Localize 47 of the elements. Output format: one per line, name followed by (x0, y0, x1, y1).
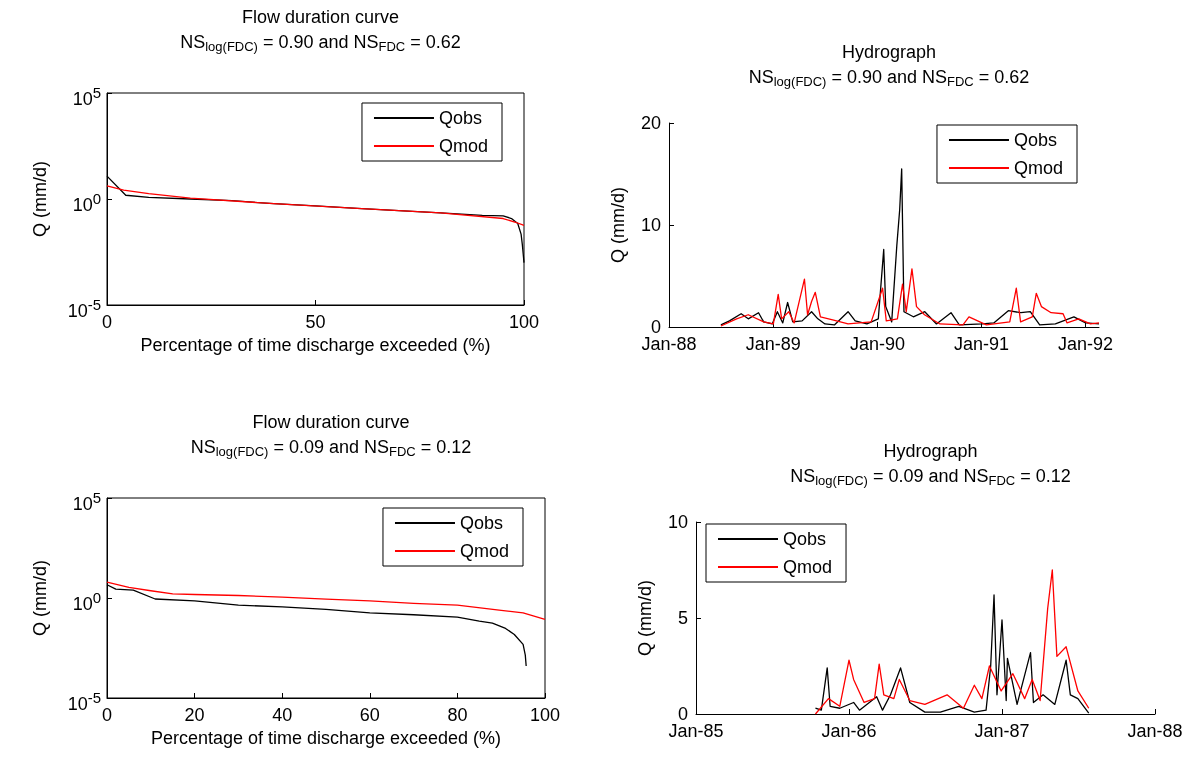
x-tick-label: Jan-89 (745, 334, 801, 354)
legend-label: Qobs (1013, 130, 1058, 150)
legend-label: Qmod (1013, 158, 1064, 178)
x-tick-label: Jan-85 (668, 721, 724, 741)
y-tick-label: 5 (677, 608, 688, 628)
x-tick-label: Jan-92 (1058, 334, 1114, 354)
y-tick-label: 10$^{-5}$ (66, 295, 101, 321)
y-tick-label: 20 (640, 113, 661, 133)
x-tick-label: Jan-91 (954, 334, 1010, 354)
legend-label: Qmod (459, 541, 510, 561)
x-tick-label: 50 (305, 312, 326, 332)
y-tick-label: 10$^{5}$ (71, 488, 101, 514)
legend-label: Qobs (783, 529, 827, 549)
chart-title: Flow duration curve (252, 412, 410, 432)
y-tick-label: 10$^{-5}$ (66, 688, 101, 714)
line-series (720, 268, 1100, 327)
y-axis-title: Q (mm/d) (30, 560, 50, 636)
x-tick-label: 100 (529, 705, 561, 725)
x-tick-label: 20 (184, 705, 205, 725)
chart-title: Hydrograph (883, 441, 978, 461)
x-tick-label: 40 (272, 705, 293, 725)
x-tick-label: Jan-88 (1127, 721, 1183, 741)
y-tick-label: 10$^{0}$ (72, 589, 101, 614)
y-axis-title: Q (mm/d) (635, 580, 655, 656)
y-axis-title: Q (mm/d) (608, 187, 628, 263)
y-tick-label: 10$^{5}$ (71, 83, 101, 109)
x-tick-label: 100 (508, 312, 540, 332)
legend-label: Qmod (783, 557, 833, 577)
legend-label: Qobs (459, 513, 504, 533)
x-tick-label: Jan-87 (974, 721, 1030, 741)
chart-title: Hydrograph (841, 42, 937, 62)
y-axis-title: Q (mm/d) (30, 161, 50, 237)
x-tick-label: Jan-88 (641, 334, 697, 354)
y-tick-label: 10 (667, 512, 688, 532)
x-tick-label: Jan-86 (821, 721, 877, 741)
legend-label: Qobs (438, 108, 483, 128)
line-series (106, 185, 525, 227)
x-axis-title: Percentage of time discharge exceeded (%) (150, 727, 502, 748)
x-tick-label: Jan-90 (849, 334, 905, 354)
x-axis-title: Percentage of time discharge exceeded (%) (140, 334, 491, 355)
x-tick-label: 60 (359, 705, 380, 725)
legend-label: Qmod (438, 136, 489, 156)
line-series (106, 581, 546, 621)
chart-title: Flow duration curve (241, 7, 400, 27)
y-tick-label: 10 (640, 215, 661, 235)
x-tick-label: 80 (447, 705, 468, 725)
y-tick-label: 10$^{0}$ (72, 190, 101, 215)
